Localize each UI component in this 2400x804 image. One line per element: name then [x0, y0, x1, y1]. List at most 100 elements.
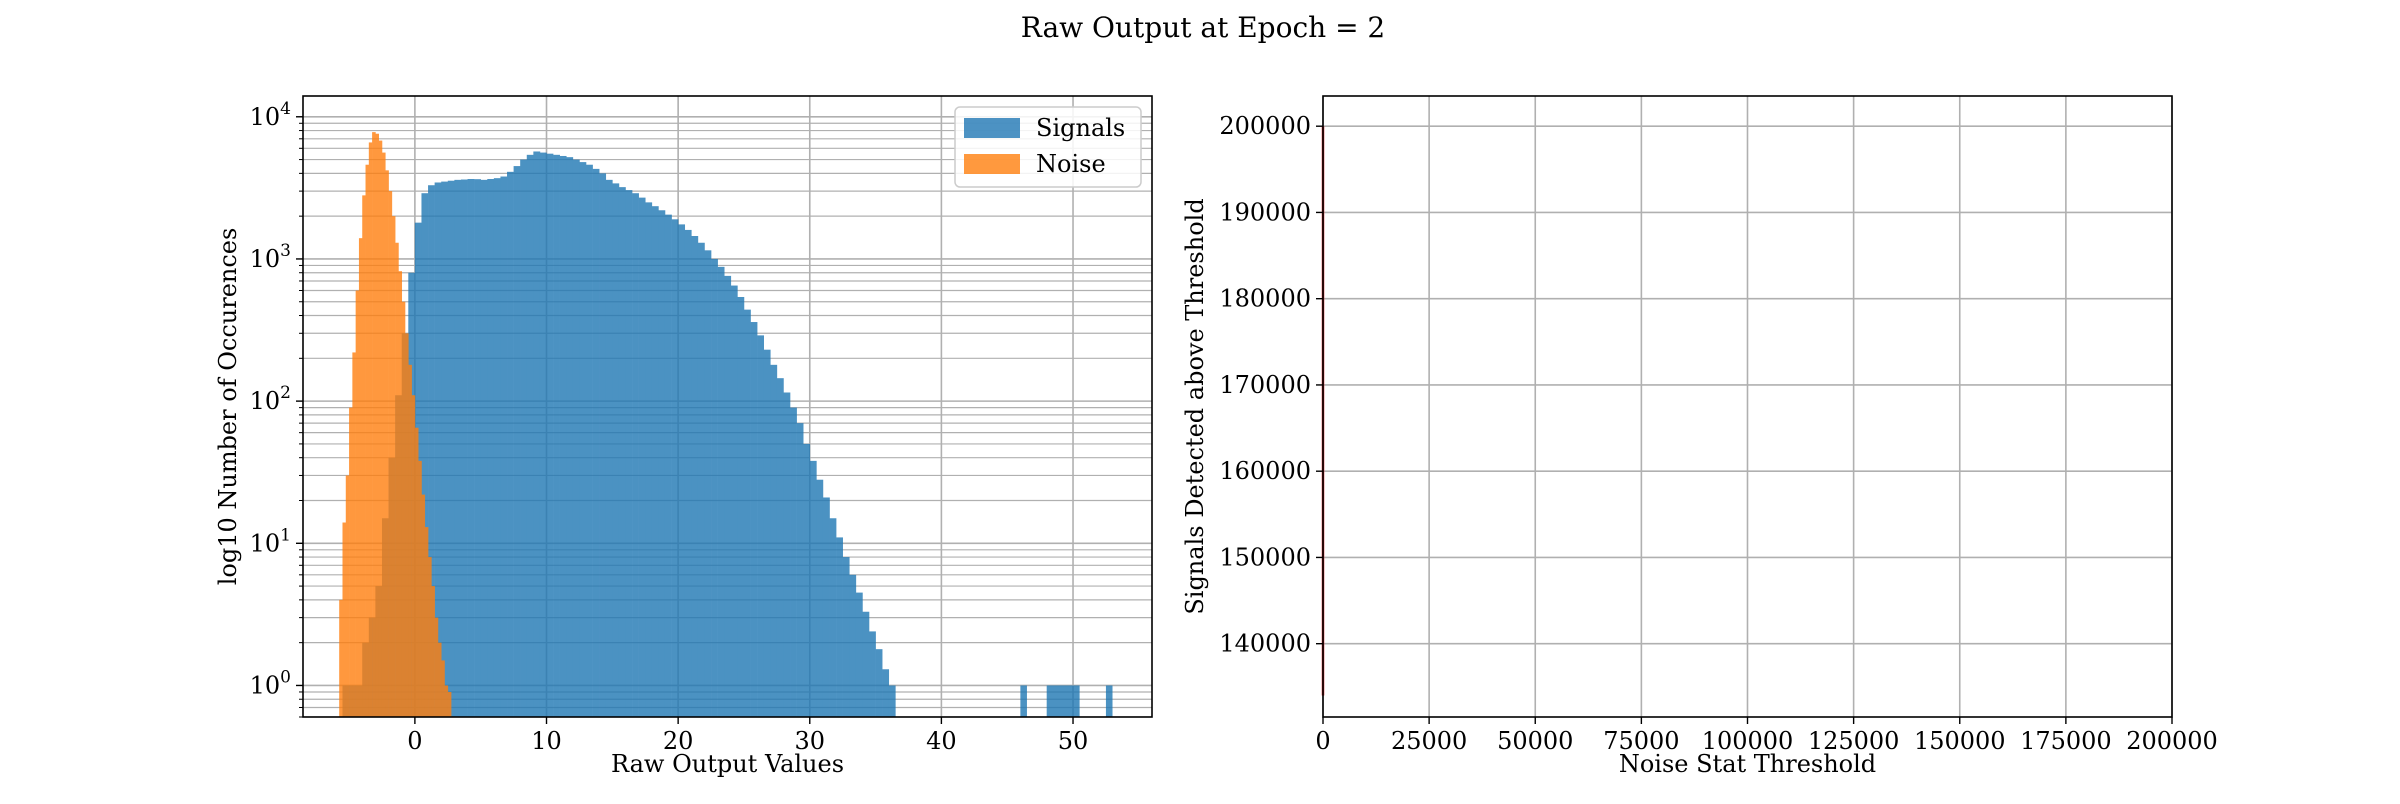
signals-bar [447, 180, 455, 717]
signals-bar [829, 518, 837, 717]
signals-bar [1046, 685, 1080, 717]
noise-bar [358, 238, 363, 717]
signals-bar [770, 364, 778, 717]
signals-bar [586, 164, 593, 717]
y-tick-label: 104 [250, 99, 291, 131]
signals-bar [743, 309, 751, 717]
noise-bar [398, 271, 403, 717]
noise-bar [405, 333, 409, 717]
y-tick-label: 180000 [1219, 285, 1311, 313]
signals-bar [750, 322, 758, 717]
signals-bar [678, 224, 686, 717]
signals-bar [849, 574, 857, 717]
signals-bar [487, 179, 495, 717]
signals-bar [763, 349, 771, 717]
noise-bar [414, 427, 419, 717]
y-tick-label: 200000 [1219, 112, 1311, 140]
legend-swatch-signals [964, 118, 1020, 138]
noise-bar [441, 660, 445, 717]
series-noise [339, 132, 452, 717]
signals-bar [579, 162, 587, 717]
signals-bar [842, 557, 850, 717]
x-axis-label: Raw Output Values [611, 750, 844, 778]
noise-bar [349, 407, 353, 717]
legend-label-noise: Noise [1036, 150, 1106, 178]
signals-bar [717, 266, 725, 717]
y-tick-label: 170000 [1219, 371, 1311, 399]
y-tick-label: 101 [250, 525, 291, 557]
noise-bar [385, 170, 389, 717]
signals-bar [421, 193, 429, 717]
signals-bar [651, 206, 659, 717]
signals-bar [869, 631, 876, 717]
signals-bar [1105, 685, 1113, 717]
x-tick-label: 10 [531, 727, 562, 755]
noise-bar [418, 460, 422, 717]
signals-bar [572, 159, 580, 717]
noise-bar [362, 195, 366, 717]
noise-bar [424, 527, 429, 717]
signals-bar [553, 154, 560, 717]
signals-bar [671, 219, 679, 717]
signals-bar [796, 423, 804, 717]
signals-bar [730, 285, 738, 717]
signals-bar [822, 497, 830, 717]
y-tick-label: 102 [250, 383, 291, 415]
noise-bar [428, 557, 432, 717]
x-tick-label: 50000 [1497, 727, 1573, 755]
signals-bar [474, 179, 481, 717]
y-tick-label: 160000 [1219, 457, 1311, 485]
signals-bar [546, 153, 554, 717]
signals-bar [684, 229, 692, 717]
noise-bar [368, 142, 373, 717]
signals-bar [467, 179, 475, 717]
x-tick-label: 125000 [1808, 727, 1900, 755]
x-tick-label: 30 [794, 727, 825, 755]
signals-bar [691, 236, 699, 717]
signals-bar [658, 210, 666, 717]
y-axis-label: log10 Number of Occurences [214, 228, 242, 586]
x-tick-label: 50 [1058, 727, 1089, 755]
signals-bar [882, 669, 890, 717]
signals-bar [428, 185, 435, 717]
signals-bar [454, 179, 462, 717]
x-axis-label: Noise Stat Threshold [1619, 750, 1876, 778]
signals-bar [592, 168, 600, 717]
x-tick-label: 20 [663, 727, 694, 755]
x-tick-label: 0 [1315, 727, 1330, 755]
signals-bar [888, 685, 896, 717]
noise-bar [431, 586, 435, 717]
legend-label-signals: Signals [1036, 114, 1125, 142]
histogram-bars [339, 132, 1113, 717]
x-tick-label: 75000 [1603, 727, 1679, 755]
x-tick-label: 200000 [2126, 727, 2218, 755]
noise-bar [378, 140, 383, 717]
signals-bar [559, 155, 567, 717]
y-tick-label: 190000 [1219, 198, 1311, 226]
signals-bar [625, 190, 633, 717]
signals-bar [566, 157, 574, 717]
x-tick-label: 25000 [1391, 727, 1467, 755]
signals-bar [434, 182, 442, 717]
noise-bar [342, 522, 347, 717]
noise-bar [434, 617, 439, 717]
noise-bar [395, 242, 399, 717]
noise-bar [375, 133, 379, 717]
signals-bar [520, 159, 528, 717]
y-tick-label: 100 [250, 667, 291, 699]
y-axis-label: Signals Detected above Threshold [1181, 198, 1209, 614]
signals-bar [599, 173, 607, 717]
signals-bar [507, 171, 514, 717]
noise-bar [411, 395, 416, 717]
signals-bar [513, 166, 521, 717]
signals-bar [612, 183, 620, 717]
signals-bar [816, 479, 824, 717]
signals-bar [711, 258, 718, 717]
signals-bar [605, 179, 613, 717]
legend-swatch-noise [964, 154, 1020, 174]
y-tick-label: 140000 [1219, 630, 1311, 658]
signals-bar [724, 275, 732, 717]
figure-title: Raw Output at Epoch = 2 [1021, 11, 1386, 44]
y-tick-label: 150000 [1219, 543, 1311, 571]
